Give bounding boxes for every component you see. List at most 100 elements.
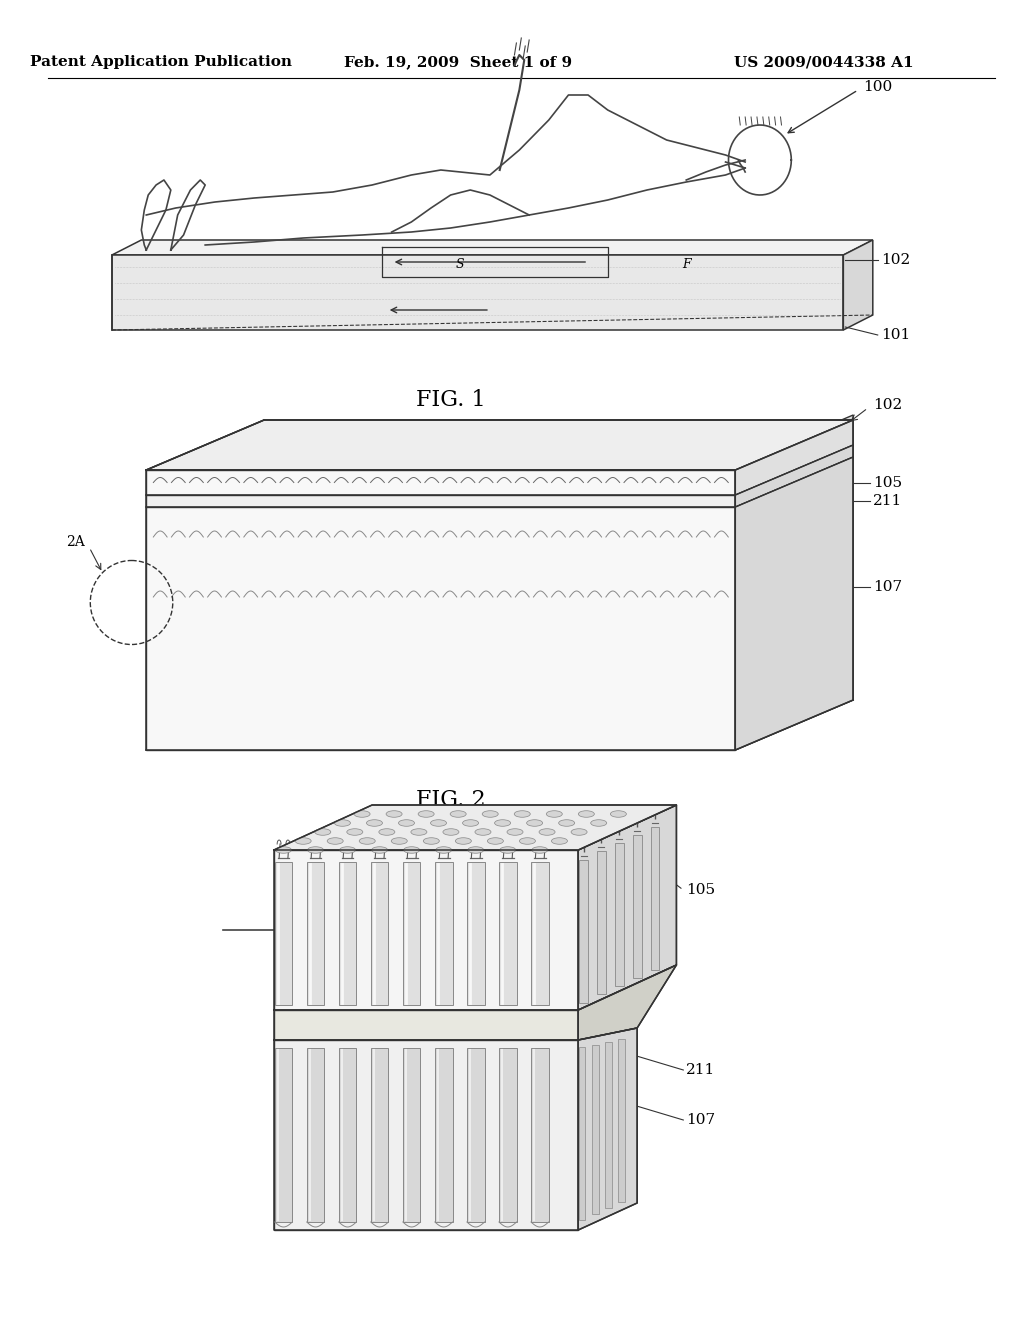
Ellipse shape xyxy=(463,820,478,826)
Ellipse shape xyxy=(475,829,490,836)
Polygon shape xyxy=(467,862,484,1005)
Polygon shape xyxy=(273,1010,579,1040)
Ellipse shape xyxy=(347,829,362,836)
Polygon shape xyxy=(307,1048,325,1222)
Polygon shape xyxy=(579,805,677,1010)
Polygon shape xyxy=(402,862,421,1005)
Ellipse shape xyxy=(335,820,350,826)
Polygon shape xyxy=(435,862,453,1005)
Text: 100: 100 xyxy=(863,81,892,94)
Ellipse shape xyxy=(443,829,459,836)
Polygon shape xyxy=(273,805,677,850)
Text: FIG. 2: FIG. 2 xyxy=(416,789,485,810)
Ellipse shape xyxy=(275,846,292,853)
Polygon shape xyxy=(499,862,516,1005)
Text: 211: 211 xyxy=(686,1063,716,1077)
Text: Feb. 19, 2009  Sheet 1 of 9: Feb. 19, 2009 Sheet 1 of 9 xyxy=(344,55,572,69)
Polygon shape xyxy=(371,862,388,1005)
Polygon shape xyxy=(402,1048,421,1222)
Polygon shape xyxy=(273,850,579,1010)
Polygon shape xyxy=(112,255,844,330)
Polygon shape xyxy=(735,457,853,750)
Ellipse shape xyxy=(435,846,452,853)
Text: 105: 105 xyxy=(686,883,716,898)
Ellipse shape xyxy=(468,846,483,853)
Polygon shape xyxy=(605,1041,611,1208)
Polygon shape xyxy=(735,414,853,750)
Ellipse shape xyxy=(500,846,516,853)
Ellipse shape xyxy=(456,838,471,845)
Ellipse shape xyxy=(391,838,408,845)
Polygon shape xyxy=(592,1044,599,1214)
Polygon shape xyxy=(274,1048,292,1222)
Ellipse shape xyxy=(411,829,427,836)
Text: 102: 102 xyxy=(881,253,910,267)
Text: 105: 105 xyxy=(872,477,902,490)
Text: FIG. 2A: FIG. 2A xyxy=(408,1204,494,1226)
Polygon shape xyxy=(146,507,735,750)
Polygon shape xyxy=(579,1047,586,1220)
Polygon shape xyxy=(435,1048,453,1222)
Ellipse shape xyxy=(526,820,543,826)
Polygon shape xyxy=(146,470,735,495)
Polygon shape xyxy=(273,1040,579,1230)
Polygon shape xyxy=(633,836,642,978)
Ellipse shape xyxy=(379,829,395,836)
Ellipse shape xyxy=(519,838,536,845)
Ellipse shape xyxy=(359,838,375,845)
Polygon shape xyxy=(735,445,853,507)
Ellipse shape xyxy=(430,820,446,826)
Text: S: S xyxy=(456,257,465,271)
Polygon shape xyxy=(339,862,356,1005)
Polygon shape xyxy=(146,495,735,507)
Ellipse shape xyxy=(552,838,567,845)
Ellipse shape xyxy=(507,829,523,836)
Polygon shape xyxy=(614,843,624,986)
Ellipse shape xyxy=(307,846,324,853)
Text: 107: 107 xyxy=(686,1113,716,1127)
Polygon shape xyxy=(339,1048,356,1222)
Text: Patent Application Publication: Patent Application Publication xyxy=(30,55,292,69)
Ellipse shape xyxy=(482,810,499,817)
Ellipse shape xyxy=(386,810,402,817)
Ellipse shape xyxy=(571,829,587,836)
Polygon shape xyxy=(146,420,853,470)
Ellipse shape xyxy=(579,810,594,817)
Ellipse shape xyxy=(495,820,511,826)
Ellipse shape xyxy=(340,846,355,853)
Text: 107: 107 xyxy=(872,579,902,594)
Ellipse shape xyxy=(591,820,607,826)
Polygon shape xyxy=(499,1048,516,1222)
Ellipse shape xyxy=(451,810,466,817)
Text: 2A: 2A xyxy=(67,536,85,549)
Ellipse shape xyxy=(314,829,331,836)
Text: US 2009/0044338 A1: US 2009/0044338 A1 xyxy=(734,55,913,69)
Ellipse shape xyxy=(354,810,370,817)
Text: 211: 211 xyxy=(872,494,902,508)
Polygon shape xyxy=(580,859,588,1003)
Polygon shape xyxy=(579,1028,637,1230)
Ellipse shape xyxy=(328,838,343,845)
Polygon shape xyxy=(371,1048,388,1222)
Polygon shape xyxy=(307,862,325,1005)
Text: 101: 101 xyxy=(881,327,910,342)
Text: FIG. 1: FIG. 1 xyxy=(416,389,485,411)
Ellipse shape xyxy=(559,820,574,826)
Polygon shape xyxy=(531,862,549,1005)
Polygon shape xyxy=(735,420,853,495)
Polygon shape xyxy=(597,851,606,994)
Polygon shape xyxy=(112,240,872,255)
Text: 102: 102 xyxy=(872,399,902,412)
Ellipse shape xyxy=(367,820,382,826)
Polygon shape xyxy=(274,862,292,1005)
Ellipse shape xyxy=(418,810,434,817)
Ellipse shape xyxy=(514,810,530,817)
Ellipse shape xyxy=(539,829,555,836)
Ellipse shape xyxy=(487,838,504,845)
Ellipse shape xyxy=(295,838,311,845)
Ellipse shape xyxy=(372,846,388,853)
Polygon shape xyxy=(844,240,872,330)
Polygon shape xyxy=(618,1039,625,1203)
Polygon shape xyxy=(467,1048,484,1222)
Ellipse shape xyxy=(423,838,439,845)
